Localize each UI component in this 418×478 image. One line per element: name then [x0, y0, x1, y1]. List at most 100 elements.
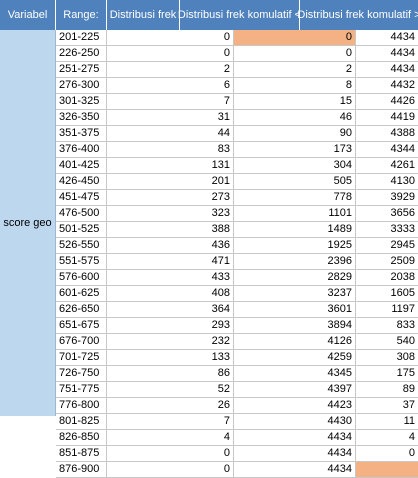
cumulative-more-cell[interactable]: 89 — [356, 382, 418, 398]
cumulative-more-cell[interactable]: 3656 — [356, 206, 418, 222]
frequency-cell[interactable]: 0 — [107, 446, 234, 462]
range-cell[interactable]: 501-525 — [56, 222, 107, 238]
frequency-cell[interactable]: 408 — [107, 286, 234, 302]
cumulative-less-cell[interactable]: 4434 — [234, 430, 356, 446]
cumulative-less-cell[interactable]: 90 — [234, 126, 356, 142]
header-cumulative-less[interactable]: Distribusi frek komulatif < — [178, 0, 301, 30]
range-cell[interactable]: 651-675 — [56, 318, 107, 334]
cumulative-more-cell[interactable]: 4261 — [356, 158, 418, 174]
cumulative-less-cell[interactable]: 1489 — [234, 222, 356, 238]
range-cell[interactable]: 676-700 — [56, 334, 107, 350]
frequency-cell[interactable]: 0 — [107, 462, 234, 478]
header-cumulative-more[interactable]: Distribusi frek komulatif > — [297, 0, 418, 30]
range-cell[interactable]: 726-750 — [56, 366, 107, 382]
range-cell[interactable]: 601-625 — [56, 286, 107, 302]
cumulative-less-cell[interactable]: 4259 — [234, 350, 356, 366]
frequency-cell[interactable]: 26 — [107, 398, 234, 414]
range-cell[interactable]: 876-900 — [56, 462, 107, 478]
cumulative-less-cell[interactable]: 15 — [234, 94, 356, 110]
frequency-cell[interactable]: 133 — [107, 350, 234, 366]
frequency-cell[interactable]: 0 — [107, 46, 234, 62]
frequency-cell[interactable]: 7 — [107, 94, 234, 110]
cumulative-less-cell[interactable]: 778 — [234, 190, 356, 206]
cumulative-less-cell[interactable]: 2 — [234, 62, 356, 78]
range-cell[interactable]: 826-850 — [56, 430, 107, 446]
range-cell[interactable]: 251-275 — [56, 62, 107, 78]
frequency-cell[interactable]: 131 — [107, 158, 234, 174]
frequency-cell[interactable]: 6 — [107, 78, 234, 94]
cumulative-less-cell[interactable]: 1925 — [234, 238, 356, 254]
cumulative-more-cell[interactable]: 4434 — [356, 30, 418, 46]
range-cell[interactable]: 801-825 — [56, 414, 107, 430]
cumulative-less-cell[interactable]: 3601 — [234, 302, 356, 318]
cumulative-more-cell[interactable] — [356, 462, 418, 478]
frequency-cell[interactable]: 44 — [107, 126, 234, 142]
cumulative-less-cell[interactable]: 46 — [234, 110, 356, 126]
frequency-cell[interactable]: 433 — [107, 270, 234, 286]
cumulative-more-cell[interactable]: 2038 — [356, 270, 418, 286]
cumulative-more-cell[interactable]: 4432 — [356, 78, 418, 94]
cumulative-less-cell[interactable]: 4434 — [234, 446, 356, 462]
frequency-cell[interactable]: 83 — [107, 142, 234, 158]
cumulative-more-cell[interactable]: 4344 — [356, 142, 418, 158]
cumulative-more-cell[interactable]: 4130 — [356, 174, 418, 190]
cumulative-less-cell[interactable]: 173 — [234, 142, 356, 158]
header-variabel[interactable]: Variabel — [0, 0, 56, 30]
frequency-cell[interactable]: 273 — [107, 190, 234, 206]
cumulative-less-cell[interactable]: 1101 — [234, 206, 356, 222]
frequency-cell[interactable]: 52 — [107, 382, 234, 398]
cumulative-more-cell[interactable]: 540 — [356, 334, 418, 350]
frequency-cell[interactable]: 2 — [107, 62, 234, 78]
range-cell[interactable]: 376-400 — [56, 142, 107, 158]
frequency-cell[interactable]: 323 — [107, 206, 234, 222]
frequency-cell[interactable]: 293 — [107, 318, 234, 334]
cumulative-less-cell[interactable]: 3237 — [234, 286, 356, 302]
cumulative-less-cell[interactable]: 4423 — [234, 398, 356, 414]
range-cell[interactable]: 351-375 — [56, 126, 107, 142]
cumulative-less-cell[interactable]: 304 — [234, 158, 356, 174]
frequency-cell[interactable]: 388 — [107, 222, 234, 238]
header-range[interactable]: Range: — [56, 0, 107, 30]
cumulative-less-cell[interactable]: 0 — [234, 46, 356, 62]
cumulative-more-cell[interactable]: 4434 — [356, 46, 418, 62]
cumulative-less-cell[interactable]: 505 — [234, 174, 356, 190]
cumulative-less-cell[interactable]: 4434 — [234, 462, 356, 478]
cumulative-less-cell[interactable]: 8 — [234, 78, 356, 94]
range-cell[interactable]: 551-575 — [56, 254, 107, 270]
range-cell[interactable]: 851-875 — [56, 446, 107, 462]
cumulative-more-cell[interactable]: 3929 — [356, 190, 418, 206]
cumulative-more-cell[interactable]: 1197 — [356, 302, 418, 318]
cumulative-less-cell[interactable]: 4126 — [234, 334, 356, 350]
cumulative-more-cell[interactable]: 1605 — [356, 286, 418, 302]
cumulative-more-cell[interactable]: 2509 — [356, 254, 418, 270]
range-cell[interactable]: 426-450 — [56, 174, 107, 190]
cumulative-less-cell[interactable]: 2396 — [234, 254, 356, 270]
frequency-cell[interactable]: 7 — [107, 414, 234, 430]
frequency-cell[interactable]: 232 — [107, 334, 234, 350]
cumulative-more-cell[interactable]: 4388 — [356, 126, 418, 142]
range-cell[interactable]: 326-350 — [56, 110, 107, 126]
frequency-cell[interactable]: 86 — [107, 366, 234, 382]
range-cell[interactable]: 476-500 — [56, 206, 107, 222]
header-freq[interactable]: Distribusi frek — [107, 0, 180, 30]
range-cell[interactable]: 451-475 — [56, 190, 107, 206]
range-cell[interactable]: 276-300 — [56, 78, 107, 94]
frequency-cell[interactable]: 471 — [107, 254, 234, 270]
frequency-cell[interactable]: 201 — [107, 174, 234, 190]
cumulative-less-cell[interactable]: 4345 — [234, 366, 356, 382]
cumulative-more-cell[interactable]: 4419 — [356, 110, 418, 126]
cumulative-more-cell[interactable]: 3333 — [356, 222, 418, 238]
cumulative-more-cell[interactable]: 833 — [356, 318, 418, 334]
cumulative-more-cell[interactable]: 11 — [356, 414, 418, 430]
cumulative-more-cell[interactable]: 175 — [356, 366, 418, 382]
cumulative-more-cell[interactable]: 37 — [356, 398, 418, 414]
cumulative-more-cell[interactable]: 308 — [356, 350, 418, 366]
frequency-cell[interactable]: 436 — [107, 238, 234, 254]
frequency-cell[interactable]: 0 — [107, 30, 234, 46]
range-cell[interactable]: 401-425 — [56, 158, 107, 174]
cumulative-less-cell[interactable]: 4430 — [234, 414, 356, 430]
range-cell[interactable]: 751-775 — [56, 382, 107, 398]
frequency-cell[interactable]: 31 — [107, 110, 234, 126]
cumulative-less-cell[interactable]: 4397 — [234, 382, 356, 398]
frequency-cell[interactable]: 364 — [107, 302, 234, 318]
